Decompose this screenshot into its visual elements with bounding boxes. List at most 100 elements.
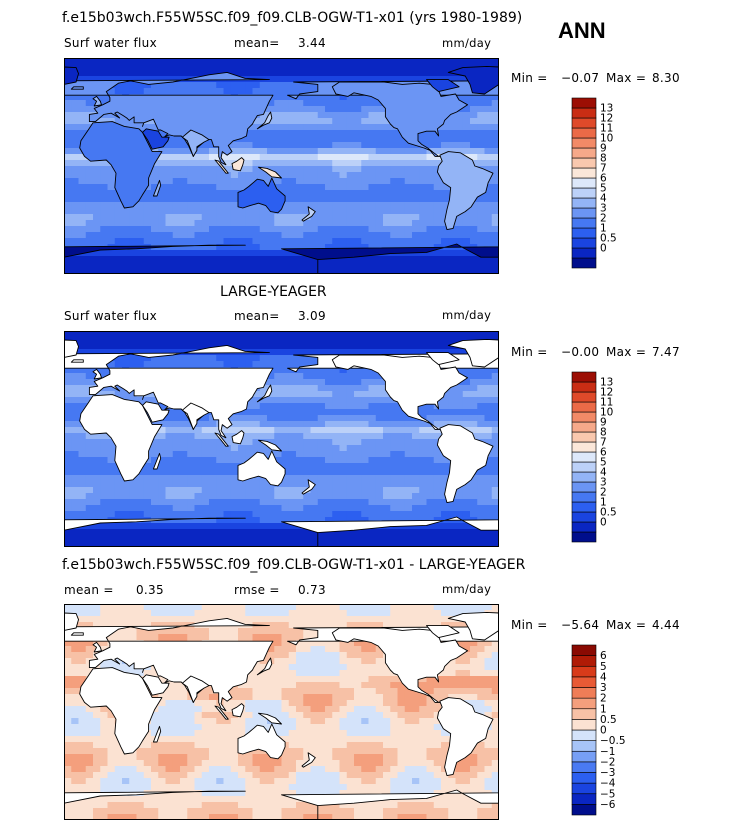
colorbar-box-1 xyxy=(571,793,597,805)
panel-1-variable: Surf water flux xyxy=(64,36,157,50)
continent-britain xyxy=(92,368,102,380)
colorbar-label: −6 xyxy=(600,799,616,811)
colorbar-box-13 xyxy=(571,665,597,678)
colorbar-box-12 xyxy=(571,676,597,688)
panel-2-max-value: 7.47 xyxy=(652,345,680,359)
continent-newguinea xyxy=(258,439,282,452)
panel-2-min-value: −0.00 xyxy=(561,345,600,359)
map-frame xyxy=(64,331,499,547)
colorbar-label: 2 xyxy=(600,693,607,705)
continent-newguinea xyxy=(258,166,282,179)
continent-iceland xyxy=(70,86,84,90)
continent-antarctica xyxy=(281,789,499,820)
colorbar-label: 0.5 xyxy=(600,714,617,726)
panel-3-units: mm/day xyxy=(442,582,492,596)
colorbar-label: 9 xyxy=(600,143,607,155)
panel-3-map xyxy=(64,604,499,820)
coastlines xyxy=(64,65,499,274)
colorbar-label: 9 xyxy=(600,417,607,429)
panel-1-map xyxy=(64,58,499,274)
colorbar-box-13 xyxy=(571,127,597,139)
continent-baffin xyxy=(426,625,460,639)
colorbar-box-14 xyxy=(571,655,597,667)
continent-australia xyxy=(237,177,286,214)
panel-2-mean-label: mean= xyxy=(234,309,280,323)
colorbar-label: 11 xyxy=(600,397,613,409)
continent-india xyxy=(181,402,210,430)
colorbar-label: 4 xyxy=(600,467,607,479)
continent-india xyxy=(181,675,210,703)
colorbar-label: 0 xyxy=(600,243,607,255)
colorbar-box-3 xyxy=(571,227,597,239)
colorbar-label: 8 xyxy=(600,153,607,165)
colorbar-box-11 xyxy=(571,421,597,433)
continent-india xyxy=(181,129,210,157)
continent-samerica xyxy=(436,151,494,231)
continent-madagascar xyxy=(152,725,162,743)
panel-1-units: mm/day xyxy=(442,36,492,50)
colorbar-box-7 xyxy=(571,187,597,199)
colorbar-label: 1 xyxy=(600,703,607,715)
panel-3-mean-value: 0.35 xyxy=(136,583,164,597)
panel-2-title: LARGE-YEAGER xyxy=(220,284,327,300)
continent-africa xyxy=(79,121,163,209)
colorbar-box-2 xyxy=(571,237,597,249)
continent-eurasia xyxy=(64,344,274,439)
colorbar-label: −3 xyxy=(600,767,615,779)
continent-nz xyxy=(301,206,316,222)
colorbar-label: 3 xyxy=(600,477,607,489)
continent-sumatra xyxy=(214,705,229,720)
continent-greenland xyxy=(64,66,79,85)
continent-baffin xyxy=(426,79,460,93)
colorbar-label: 0.5 xyxy=(600,507,617,519)
colorbar-box-7 xyxy=(571,729,597,741)
colorbar-box-0 xyxy=(571,804,597,816)
colorbar-box-0 xyxy=(571,531,597,543)
panel-3-min-value: −5.64 xyxy=(561,618,600,632)
colorbar-box-12 xyxy=(571,137,597,149)
panel-1-title: f.e15b03wch.F55W5SC.f09_f09.CLB-OGW-T1-x… xyxy=(62,10,523,26)
panel-1-mean-value: 3.44 xyxy=(298,36,326,50)
map-field xyxy=(64,331,499,547)
colorbar-label: 0.5 xyxy=(600,233,617,245)
continent-africa xyxy=(79,667,163,755)
colorbar-label: 0 xyxy=(600,517,607,529)
colorbar-box-15 xyxy=(571,107,597,119)
continent-samerica xyxy=(436,697,494,777)
colorbar-box-5 xyxy=(571,207,597,219)
colorbar-box-6 xyxy=(571,197,597,209)
panel-3-max-value: 4.44 xyxy=(652,618,680,632)
colorbar-label: 0 xyxy=(600,725,607,737)
continent-greenland xyxy=(64,339,79,358)
panel-2-map xyxy=(64,331,499,547)
colorbar-box-5 xyxy=(571,750,597,763)
colorbar-box-11 xyxy=(571,147,597,159)
continent-borneo xyxy=(231,430,245,445)
colorbar-box-10 xyxy=(571,697,597,710)
colorbar-label: 12 xyxy=(600,113,613,125)
continent-greenland xyxy=(447,65,499,95)
colorbar-box-2 xyxy=(571,511,597,523)
colorbar-label: 6 xyxy=(600,447,607,459)
colorbar-box-4 xyxy=(571,217,597,229)
panel-2-min-label: Min = xyxy=(511,345,548,359)
colorbar-box-10 xyxy=(571,157,597,169)
colorbar-box-7 xyxy=(571,461,597,473)
continent-australia xyxy=(237,723,286,760)
colorbar-label: 7 xyxy=(600,437,607,449)
map-frame xyxy=(64,58,499,274)
continent-borneo xyxy=(231,157,245,172)
continent-baffin xyxy=(426,352,460,366)
panel-2-mean-value: 3.09 xyxy=(298,309,326,323)
continent-eurasia xyxy=(64,617,274,712)
colorbar-label: 5 xyxy=(600,661,607,673)
continent-africa xyxy=(79,394,163,482)
continent-iceland xyxy=(70,359,84,363)
colorbar-label: 5 xyxy=(600,183,607,195)
colorbar-box-12 xyxy=(571,411,597,423)
colorbar-box-15 xyxy=(571,644,597,656)
colorbar-box-6 xyxy=(571,740,597,752)
colorbar-box-15 xyxy=(571,381,597,393)
continent-antarctica xyxy=(281,243,499,274)
